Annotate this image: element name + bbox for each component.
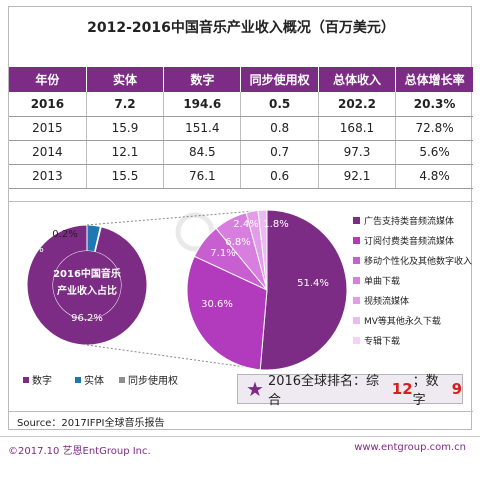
donut-chart: 2016中国音乐 产业收入占比	[26, 224, 148, 346]
pie-data-label: 2.4%	[233, 219, 258, 230]
legend-label: 视频流媒体	[364, 295, 409, 307]
legend-label: 单曲下载	[364, 275, 400, 287]
col-header-growth: 总体增长率	[395, 67, 473, 92]
pie-data-label: 51.4%	[297, 278, 329, 289]
legend-swatch	[353, 257, 360, 264]
legend-swatch	[353, 317, 360, 324]
legend-label: 广告支持类音频流媒体	[364, 215, 454, 227]
source-divider	[9, 411, 473, 412]
table-cell: 2015	[9, 116, 87, 141]
table-cell: 2013	[9, 164, 87, 189]
legend-label: 数字	[32, 374, 52, 387]
legend-swatch	[119, 377, 125, 383]
donut-data-label: 96.2%	[71, 313, 103, 324]
legend-label: 移动个性化及其他数字收入	[364, 255, 472, 267]
table-cell: 7.2	[86, 92, 165, 117]
donut-center-line2: 产业收入占比	[57, 284, 117, 297]
source-note: Source：2017IFPI全球音乐报告	[17, 418, 165, 429]
col-header-physical: 实体	[86, 67, 165, 92]
table-row: 2014 12.1 84.5 0.7 97.3 5.6%	[9, 140, 473, 165]
table-cell: 0.7	[240, 140, 319, 165]
pie-data-label: 6.8%	[225, 237, 250, 248]
rank-sep: ；数字	[412, 374, 439, 408]
donut-labels: 96.2% 3.6% 0.2%	[18, 229, 103, 324]
donut-center-label: 2016中国音乐 产业收入占比	[53, 267, 121, 297]
legend-label: 专辑下载	[364, 335, 400, 347]
table-cell: 15.9	[86, 116, 165, 141]
col-header-digital: 数字	[163, 67, 242, 92]
table-cell: 202.2	[318, 92, 397, 117]
donut-center-line1: 2016中国音乐	[53, 267, 121, 280]
revenue-table: 年份 实体 数字 同步使用权 总体收入 总体增长率 2016 7.2 194.6…	[9, 67, 473, 189]
legend-swatch	[23, 377, 29, 383]
table-cell: 2016	[9, 92, 87, 117]
legend-label: 实体	[84, 374, 104, 387]
pie-data-label: 1.8%	[263, 219, 288, 230]
table-cell: 76.1	[163, 164, 242, 189]
table-row: 2013 15.5 76.1 0.6 92.1 4.8%	[9, 164, 473, 189]
rank-digital: 9	[451, 380, 462, 398]
table-cell: 20.3%	[395, 92, 473, 117]
table-cell: 2014	[9, 140, 87, 165]
section-divider	[9, 201, 473, 202]
ranking-box: ★ 2016全球排名：综合 12 ；数字 9	[237, 374, 463, 408]
pie-chart	[186, 209, 348, 371]
table-row: 2015 15.9 151.4 0.8 168.1 72.8%	[9, 116, 473, 141]
table-cell: 97.3	[318, 140, 397, 165]
table-cell: 0.6	[240, 164, 319, 189]
table-cell: 194.6	[163, 92, 242, 117]
col-header-sync: 同步使用权	[240, 67, 319, 92]
pie-data-label: 7.1%	[210, 248, 235, 259]
table-cell: 5.6%	[395, 140, 473, 165]
pie-legend: 广告支持类音频流媒体订阅付费类音频流媒体移动个性化及其他数字收入单曲下载视频流媒…	[353, 215, 472, 347]
table-cell: 168.1	[318, 116, 397, 141]
table-header-row: 年份 实体 数字 同步使用权 总体收入 总体增长率	[9, 67, 473, 92]
table-cell: 151.4	[163, 116, 242, 141]
table-cell: 15.5	[86, 164, 165, 189]
donut-legend: 数字 实体 同步使用权	[23, 374, 178, 387]
report-card: 2012-2016中国音乐产业收入概况（百万美元） 年份 实体 数字 同步使用权…	[8, 6, 473, 430]
legend-label: MV等其他永久下载	[364, 315, 441, 327]
table-cell: 92.1	[318, 164, 397, 189]
legend-swatch	[353, 277, 360, 284]
legend-swatch	[353, 337, 360, 344]
legend-swatch	[353, 237, 360, 244]
rank-prefix: 2016全球排名：综合	[267, 374, 380, 408]
table-row: 2016 7.2 194.6 0.5 202.2 20.3%	[9, 92, 473, 117]
pie-slice	[257, 209, 268, 291]
donut-data-label: 3.6%	[18, 244, 43, 255]
legend-swatch	[353, 297, 360, 304]
table-cell: 0.5	[240, 92, 319, 117]
legend-swatch	[353, 217, 360, 224]
table-cell: 72.8%	[395, 116, 473, 141]
pie-data-label: 30.6%	[201, 299, 233, 310]
star-icon: ★	[246, 377, 264, 401]
footer-site: www.entgroup.com.cn	[354, 442, 466, 453]
table-cell: 4.8%	[395, 164, 473, 189]
legend-swatch	[75, 377, 81, 383]
pie-slice	[259, 209, 348, 371]
col-header-year: 年份	[9, 67, 87, 92]
col-header-total: 总体收入	[318, 67, 397, 92]
footer-copyright: ©2017.10 艺恩EntGroup Inc.	[8, 446, 151, 457]
legend-label: 订阅付费类音频流媒体	[364, 235, 454, 247]
rank-overall: 12	[391, 380, 413, 398]
pie-slice	[186, 255, 268, 371]
pie-labels: 51.4% 30.6% 7.1%6.8% 2.4% 1.8%	[201, 219, 329, 310]
table-cell: 84.5	[163, 140, 242, 165]
donut-center-hole	[53, 251, 121, 319]
charts-area: 艺恩 entgroup 2016中国音乐 产业收入占比 96.2%3.6%0.2…	[18, 209, 472, 387]
footer	[0, 436, 480, 462]
table-cell: 12.1	[86, 140, 165, 165]
legend-label: 同步使用权	[128, 374, 178, 387]
table-cell: 0.8	[240, 116, 319, 141]
donut-data-label: 0.2%	[52, 229, 77, 240]
page-title: 2012-2016中国音乐产业收入概况（百万美元）	[87, 20, 395, 36]
